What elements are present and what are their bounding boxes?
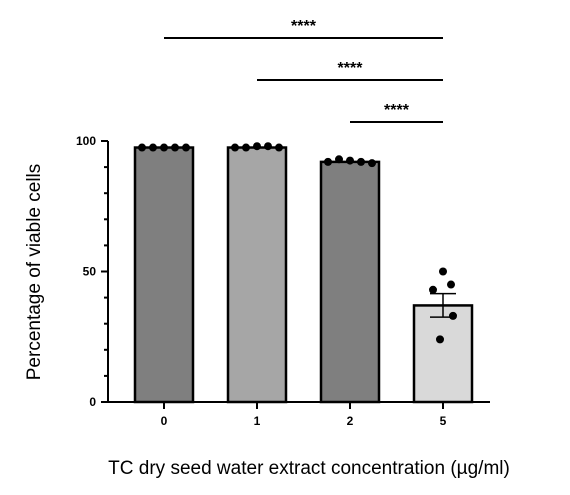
- point-1-5: [275, 143, 283, 152]
- y-tick-label-100: 100: [76, 134, 96, 148]
- bars: [133, 146, 474, 404]
- significance-brackets: **** **** ****: [164, 18, 443, 123]
- point-2-2: [335, 155, 343, 164]
- bar-1: [226, 146, 288, 404]
- point-5-4: [449, 311, 457, 320]
- data-points: [138, 142, 457, 344]
- y-axis-label: Percentage of viable cells: [24, 164, 45, 381]
- point-0-5: [182, 143, 190, 152]
- point-1-1: [231, 143, 239, 152]
- y-tick-label-0: 0: [89, 395, 96, 409]
- point-1-3: [253, 142, 261, 151]
- point-2-3: [346, 156, 354, 165]
- point-0-2: [149, 143, 157, 152]
- x-tick-label-5: 5: [440, 414, 447, 428]
- point-5-5: [436, 335, 444, 344]
- point-2-1: [324, 157, 332, 166]
- point-0-3: [160, 143, 168, 152]
- point-0-1: [138, 143, 146, 152]
- point-5-2: [447, 280, 455, 289]
- significance-label-0-5: ****: [291, 18, 317, 35]
- y-tick-label-50: 50: [83, 265, 97, 279]
- x-tick-label-2: 2: [347, 414, 354, 428]
- point-1-2: [242, 143, 250, 152]
- point-1-4: [264, 142, 272, 151]
- x-tick-label-1: 1: [254, 414, 261, 428]
- point-2-4: [357, 157, 365, 166]
- significance-label-1-5: ****: [338, 60, 364, 77]
- bar-0: [133, 146, 195, 404]
- point-5-1: [439, 267, 447, 276]
- significance-label-2-5: ****: [384, 102, 410, 119]
- bar-5: [412, 304, 474, 404]
- x-axis-label: TC dry seed water extract concentration …: [108, 458, 510, 479]
- x-tick-label-0: 0: [161, 414, 168, 428]
- point-2-5: [368, 159, 376, 168]
- axes: 0 50 100 0 1 2 5: [76, 134, 490, 428]
- point-0-4: [171, 143, 179, 152]
- bar-2: [319, 160, 381, 404]
- point-5-3: [429, 285, 437, 294]
